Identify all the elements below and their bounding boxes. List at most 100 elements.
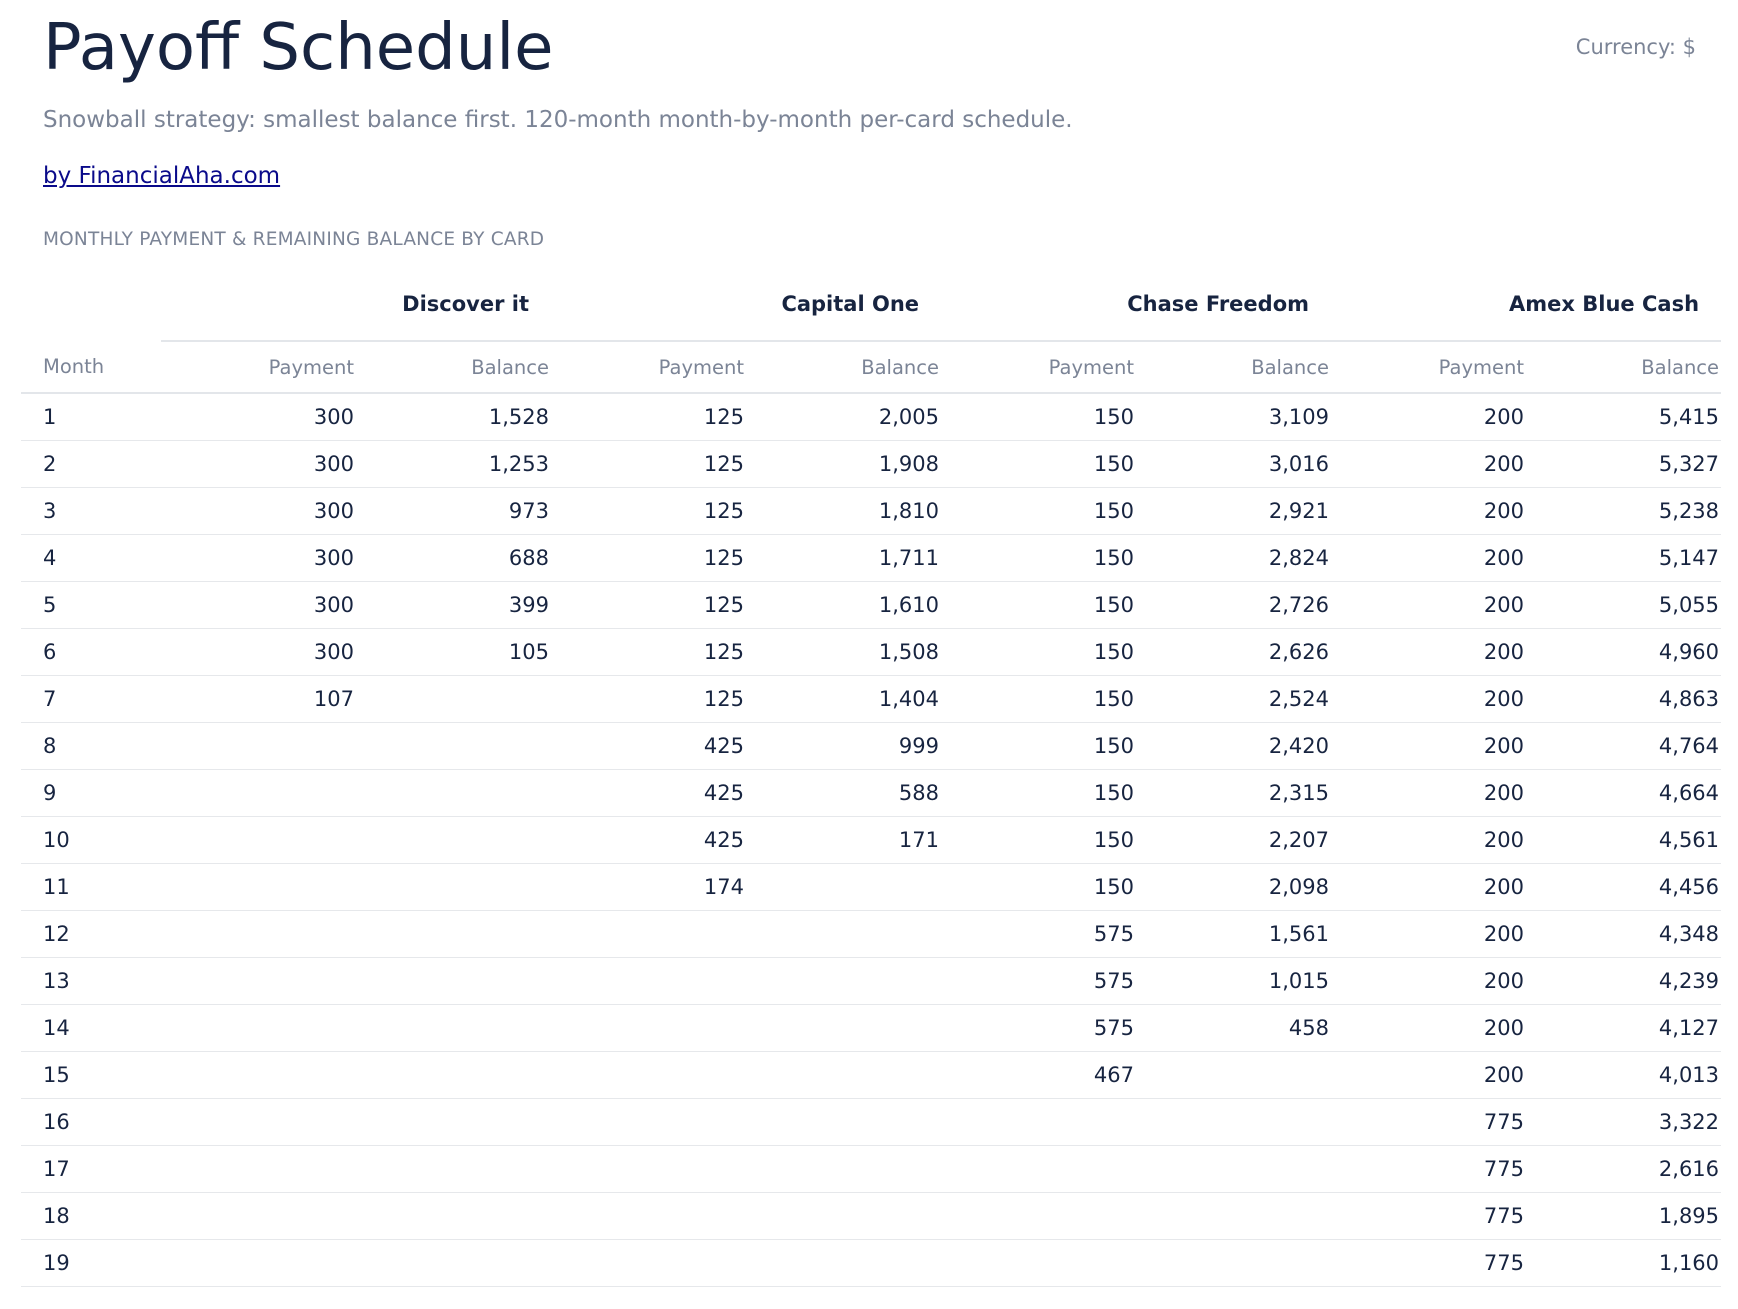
payment-cell: 200 [1331,675,1527,723]
month-cell: 9 [21,769,161,817]
balance-cell: 5,327 [1526,440,1722,488]
table-row: 12 575 1,561 200 4,348 [21,910,1722,958]
month-cell: 10 [21,816,161,864]
payment-column-header: Payment [551,341,746,394]
balance-cell [746,1145,942,1193]
payment-cell: 575 [941,1004,1137,1052]
table-row: 13 575 1,015 200 4,239 [21,957,1722,1005]
payment-cell [941,1098,1137,1146]
payment-cell: 200 [1331,1004,1527,1052]
payment-cell [941,1239,1137,1287]
payment-cell: 150 [941,816,1137,864]
payment-cell: 150 [941,487,1137,535]
balance-cell: 2,824 [1136,534,1332,582]
card-header-chase-freedom: Chase Freedom [941,278,1332,342]
payment-cell [551,1051,746,1099]
balance-cell [1136,1192,1332,1240]
payment-cell: 150 [941,675,1137,723]
table-row: 8 425 999 150 2,420 200 4,764 [21,722,1722,770]
payment-cell: 150 [941,769,1137,817]
month-cell: 17 [21,1145,161,1193]
balance-cell: 2,921 [1136,487,1332,535]
page-title: Payoff Schedule [43,11,554,85]
payment-cell [551,1004,746,1052]
payment-cell: 150 [941,581,1137,629]
month-cell: 13 [21,957,161,1005]
balance-cell: 4,013 [1526,1051,1722,1099]
table-row: 18 775 1,895 [21,1192,1722,1240]
table-row: 7 107 125 1,404 150 2,524 200 4,863 [21,675,1722,723]
payment-cell: 150 [941,534,1137,582]
balance-cell: 1,404 [746,675,942,723]
balance-cell: 4,863 [1526,675,1722,723]
payment-cell: 125 [551,581,746,629]
table-row: 5 300 399 125 1,610 150 2,726 200 5,055 [21,581,1722,629]
table-row: 6 300 105 125 1,508 150 2,626 200 4,960 [21,628,1722,676]
balance-cell: 1,610 [746,581,942,629]
payment-cell: 125 [551,675,746,723]
payment-column-header: Payment [161,341,356,394]
payment-cell [161,1145,356,1193]
month-cell: 1 [21,393,161,441]
card-header-discover: Discover it [161,278,551,342]
payment-cell: 200 [1331,440,1527,488]
payment-cell: 425 [551,816,746,864]
table-row: 15 467 200 4,013 [21,1051,1722,1099]
payment-cell [551,1239,746,1287]
balance-cell: 5,415 [1526,393,1722,441]
balance-cell: 1,908 [746,440,942,488]
payment-cell: 425 [551,722,746,770]
financialaha-link[interactable]: by FinancialAha.com [43,163,281,189]
payment-cell: 200 [1331,816,1527,864]
payment-cell: 200 [1331,722,1527,770]
month-cell: 2 [21,440,161,488]
balance-cell [746,1192,942,1240]
balance-cell [746,957,942,1005]
table-row: 2 300 1,253 125 1,908 150 3,016 200 5,327 [21,440,1722,488]
payment-cell [161,1051,356,1099]
balance-cell [356,816,551,864]
payment-cell: 200 [1331,534,1527,582]
payment-cell: 200 [1331,487,1527,535]
balance-column-header: Balance [746,341,942,394]
month-cell: 14 [21,1004,161,1052]
month-cell: 5 [21,581,161,629]
table-row: 19 775 1,160 [21,1239,1722,1287]
payment-cell: 125 [551,393,746,441]
balance-cell: 458 [1136,1004,1332,1052]
balance-cell: 1,895 [1526,1192,1722,1240]
balance-cell: 2,315 [1136,769,1332,817]
month-cell: 18 [21,1192,161,1240]
balance-cell [1136,1145,1332,1193]
currency-label: Currency: $ [1575,35,1696,59]
balance-cell [746,863,942,911]
payment-cell: 775 [1331,1098,1527,1146]
month-cell: 8 [21,722,161,770]
payment-cell: 300 [161,534,356,582]
schedule-body: 1 300 1,528 125 2,005 150 3,109 200 5,415 2 300 1,2… [21,393,1722,1287]
payment-cell [161,910,356,958]
balance-cell [356,1192,551,1240]
balance-cell: 999 [746,722,942,770]
balance-cell: 5,055 [1526,581,1722,629]
payment-cell: 300 [161,487,356,535]
balance-cell: 1,810 [746,487,942,535]
balance-cell: 2,420 [1136,722,1332,770]
balance-cell: 4,664 [1526,769,1722,817]
payment-cell: 300 [161,393,356,441]
payment-cell [161,1192,356,1240]
payment-cell: 425 [551,769,746,817]
balance-cell: 4,348 [1526,910,1722,958]
balance-cell [356,1239,551,1287]
balance-column-header: Balance [1136,341,1332,394]
payment-cell [551,910,746,958]
balance-cell [356,1004,551,1052]
payment-cell: 575 [941,957,1137,1005]
table-row: 3 300 973 125 1,810 150 2,921 200 5,238 [21,487,1722,535]
balance-cell: 1,508 [746,628,942,676]
balance-cell: 3,322 [1526,1098,1722,1146]
payment-cell: 125 [551,534,746,582]
payment-cell: 200 [1331,769,1527,817]
payment-cell: 300 [161,440,356,488]
